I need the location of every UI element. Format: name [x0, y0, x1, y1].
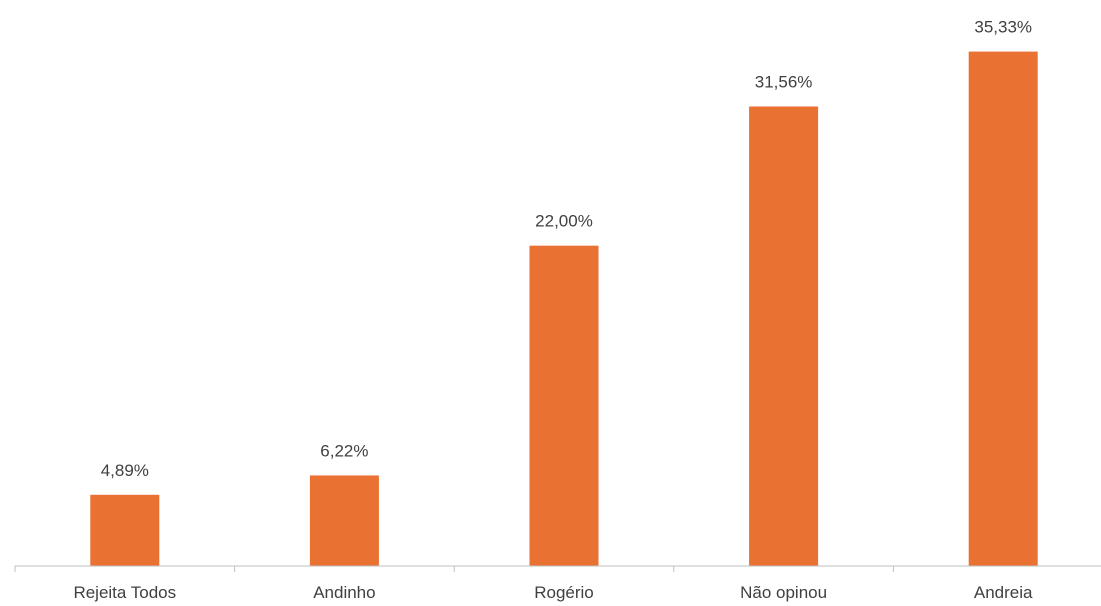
bar-não-opinou [749, 106, 819, 567]
x-tick-label: Rogério [534, 583, 594, 602]
data-label: 4,89% [101, 461, 149, 480]
bar-andinho [309, 475, 379, 566]
x-tick-label: Andreia [974, 583, 1033, 602]
data-labels-group: 4,89% 6,22% 22,00% 31,56% 35,33% [101, 18, 1032, 480]
data-label: 6,22% [320, 441, 368, 460]
bar-andreia [968, 51, 1038, 566]
bar-rejeita-todos [90, 494, 160, 566]
x-tick-label: Não opinou [740, 583, 827, 602]
x-tick-label: Rejeita Todos [73, 583, 176, 602]
bar-rogério [529, 245, 599, 566]
x-tick-label: Andinho [313, 583, 375, 602]
bars-group [90, 51, 1038, 567]
data-label: 22,00% [535, 212, 593, 231]
data-label: 35,33% [974, 18, 1032, 37]
data-label: 31,56% [755, 72, 813, 91]
x-axis: Rejeita Todos Andinho Rogério Não opinou And… [14, 565, 1101, 602]
